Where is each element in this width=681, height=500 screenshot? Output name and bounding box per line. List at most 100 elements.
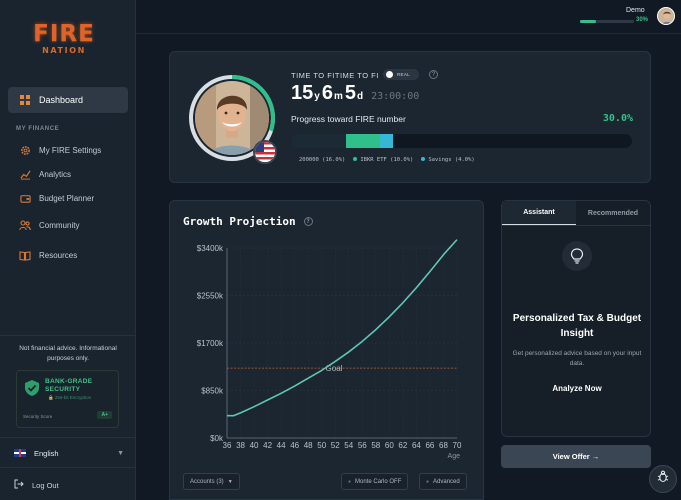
bug-icon bbox=[657, 470, 669, 488]
x-tick-label: 40 bbox=[250, 441, 259, 450]
countdown-years: 15 bbox=[291, 82, 314, 104]
x-tick-label: 46 bbox=[290, 441, 299, 450]
advanced-label: Advanced bbox=[433, 478, 460, 485]
monte-carlo-label: Monte Carlo OFF bbox=[355, 478, 402, 485]
fire-progress-percent: 30.0% bbox=[602, 113, 633, 124]
assistant-tabs: Assistant Recommended bbox=[502, 201, 650, 226]
info-icon[interactable]: ? bbox=[429, 70, 438, 79]
fi-countdown: 15 y 6 m 5 d 23:00:00 bbox=[291, 82, 419, 105]
profile-avatar[interactable] bbox=[188, 74, 276, 167]
sidebar-item-label: Budget Planner bbox=[39, 193, 95, 203]
dashboard-icon bbox=[18, 93, 32, 107]
assistant-description: Get personalized advice based on your in… bbox=[512, 350, 642, 367]
sidebar-divider bbox=[0, 437, 136, 438]
security-score-label: Security Score bbox=[23, 414, 53, 419]
goal-label: Goal bbox=[326, 364, 343, 373]
sidebar-item-label: Resources bbox=[39, 250, 78, 260]
user-name: Demo bbox=[626, 7, 645, 14]
uk-flag-icon bbox=[14, 449, 26, 457]
user-avatar[interactable] bbox=[657, 7, 675, 25]
sidebar: FIRE NATION Dashboard MY FINANCE My FIRE… bbox=[0, 0, 136, 500]
sidebar-item-label: Dashboard bbox=[39, 95, 84, 105]
user-progress-bar bbox=[580, 20, 634, 23]
fire-progress-label: Progress toward FIRE number bbox=[291, 114, 406, 124]
sidebar-item-label: My FIRE Settings bbox=[39, 145, 102, 155]
sidebar-item-budget-planner[interactable]: Budget Planner bbox=[8, 185, 128, 211]
x-tick-label: 54 bbox=[344, 441, 353, 450]
dot-icon: ● bbox=[426, 478, 430, 485]
view-offer-button[interactable]: View Offer → bbox=[501, 445, 651, 468]
logout-label: Log Out bbox=[32, 480, 59, 490]
sidebar-divider bbox=[0, 335, 136, 336]
y-tick-label: $0k bbox=[210, 434, 224, 443]
logout-button[interactable]: Log Out bbox=[14, 479, 59, 491]
real-toggle[interactable]: REAL bbox=[383, 69, 419, 80]
growth-chart[interactable]: $0k $850k $1700k $2550k $3400k 36 38 40 42 44 46 48… bbox=[170, 236, 485, 466]
security-subtitle-text: 256-bit Encryption bbox=[54, 395, 92, 400]
y-tick-label: $850k bbox=[201, 387, 224, 396]
progress-legend: 200000 (16.0%) IBKR ETF (10.0%) Savings … bbox=[299, 157, 475, 163]
x-tick-label: 44 bbox=[277, 441, 286, 450]
info-icon[interactable]: ? bbox=[303, 217, 313, 226]
advanced-button[interactable]: ● Advanced bbox=[419, 473, 467, 490]
legend-dot bbox=[421, 157, 426, 161]
security-title: BANK-GRADE SECURITY bbox=[45, 378, 93, 393]
book-icon bbox=[18, 248, 32, 262]
x-tick-label: 70 bbox=[453, 441, 462, 450]
accounts-label: Accounts (3) bbox=[190, 478, 224, 485]
x-tick-label: 52 bbox=[331, 441, 340, 450]
fire-nation-logo[interactable]: FIRE NATION bbox=[24, 22, 104, 62]
language-selector[interactable]: English ▼ bbox=[14, 446, 124, 460]
gear-icon bbox=[18, 143, 32, 157]
countdown-time: 23:00:00 bbox=[371, 91, 420, 102]
x-tick-label: 58 bbox=[371, 441, 380, 450]
fire-status-card: TIME TO FITIME TO FI REAL ? 15 y 6 m 5 d… bbox=[169, 51, 651, 183]
sidebar-section-label: MY FINANCE bbox=[16, 126, 60, 132]
security-subtitle: 🔒 256-bit Encryption bbox=[48, 395, 92, 400]
x-tick-label: 50 bbox=[317, 441, 326, 450]
x-tick-label: 48 bbox=[304, 441, 313, 450]
security-badge-card: BANK-GRADE SECURITY 🔒 256-bit Encryption… bbox=[16, 370, 119, 428]
analyze-now-button[interactable]: Analyze Now bbox=[552, 384, 602, 393]
sidebar-item-community[interactable]: Community bbox=[8, 212, 128, 238]
logo-text-bottom: NATION bbox=[42, 46, 86, 55]
assistant-panel: Assistant Recommended Personalized Tax &… bbox=[501, 200, 651, 437]
us-flag-icon[interactable] bbox=[253, 140, 277, 164]
x-tick-label: 56 bbox=[358, 441, 367, 450]
x-tick-label: 64 bbox=[412, 441, 421, 450]
x-tick-label: 42 bbox=[263, 441, 272, 450]
toggle-label: REAL bbox=[397, 72, 410, 77]
sidebar-item-analytics[interactable]: Analytics bbox=[8, 161, 128, 187]
assistant-title: Personalized Tax & Budget Insight bbox=[512, 313, 642, 339]
y-tick-label: $2550k bbox=[197, 292, 224, 301]
sidebar-item-fire-settings[interactable]: My FIRE Settings bbox=[8, 137, 128, 163]
projection-line bbox=[227, 239, 458, 417]
legend-item: Savings (4.0%) bbox=[421, 157, 475, 163]
monte-carlo-toggle[interactable]: ● Monte Carlo OFF bbox=[341, 473, 409, 490]
legend-text: 200000 (16.0%) bbox=[299, 157, 346, 163]
dot-icon: ● bbox=[348, 478, 352, 485]
bug-report-button[interactable] bbox=[649, 465, 677, 493]
lightbulb-icon bbox=[562, 241, 592, 271]
sidebar-item-dashboard[interactable]: Dashboard bbox=[8, 87, 128, 113]
sidebar-item-label: Community bbox=[39, 220, 80, 230]
toggle-knob bbox=[386, 71, 393, 78]
legend-item: IBKR ETF (10.0%) bbox=[353, 157, 413, 163]
sidebar-item-resources[interactable]: Resources bbox=[8, 242, 128, 268]
logo-text-top: FIRE bbox=[33, 21, 95, 47]
chevron-down-icon: ▼ bbox=[227, 478, 233, 485]
countdown-days: 5 bbox=[344, 82, 356, 104]
user-progress-fill bbox=[580, 20, 597, 23]
language-label: English bbox=[34, 448, 59, 458]
countdown-months: 6 bbox=[321, 82, 333, 104]
progress-segment bbox=[379, 134, 394, 148]
tab-recommended[interactable]: Recommended bbox=[587, 209, 639, 217]
accounts-dropdown[interactable]: Accounts (3) ▼ bbox=[183, 473, 240, 490]
fire-progress-bar bbox=[291, 134, 632, 148]
y-tick-label: $1700k bbox=[197, 339, 224, 348]
countdown-years-unit: y bbox=[314, 91, 320, 102]
legend-item: 200000 (16.0%) bbox=[299, 157, 345, 163]
disclaimer-text: Not financial advice. Informational purp… bbox=[19, 345, 117, 362]
chart-icon bbox=[18, 167, 32, 181]
tab-assistant[interactable]: Assistant bbox=[502, 201, 576, 225]
